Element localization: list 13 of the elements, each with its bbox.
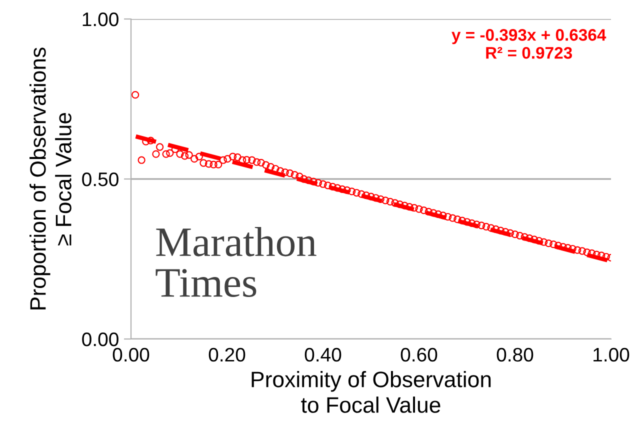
annotation: Marathon Times <box>156 227 316 297</box>
y-axis-title: Proportion of Observations ≥ Focal Value <box>30 48 72 310</box>
x-tick-label: 0.80 <box>496 348 534 362</box>
x-tick-label: 0.40 <box>304 348 342 362</box>
annotation: y = -0.393x + 0.6364 R² = 0.9723 <box>452 29 606 59</box>
x-axis-title: Proximity of Observation to Focal Value <box>252 371 491 413</box>
x-tick-label: 1.00 <box>594 348 630 362</box>
y-tick-label: 0.50 <box>82 172 118 186</box>
x-tick-label: 0.00 <box>112 348 150 362</box>
y-tick-label: 1.00 <box>82 12 118 26</box>
y-tick-label: 0.00 <box>82 332 118 346</box>
x-tick-label: 0.60 <box>400 348 438 362</box>
x-tick-label: 0.20 <box>208 348 246 362</box>
